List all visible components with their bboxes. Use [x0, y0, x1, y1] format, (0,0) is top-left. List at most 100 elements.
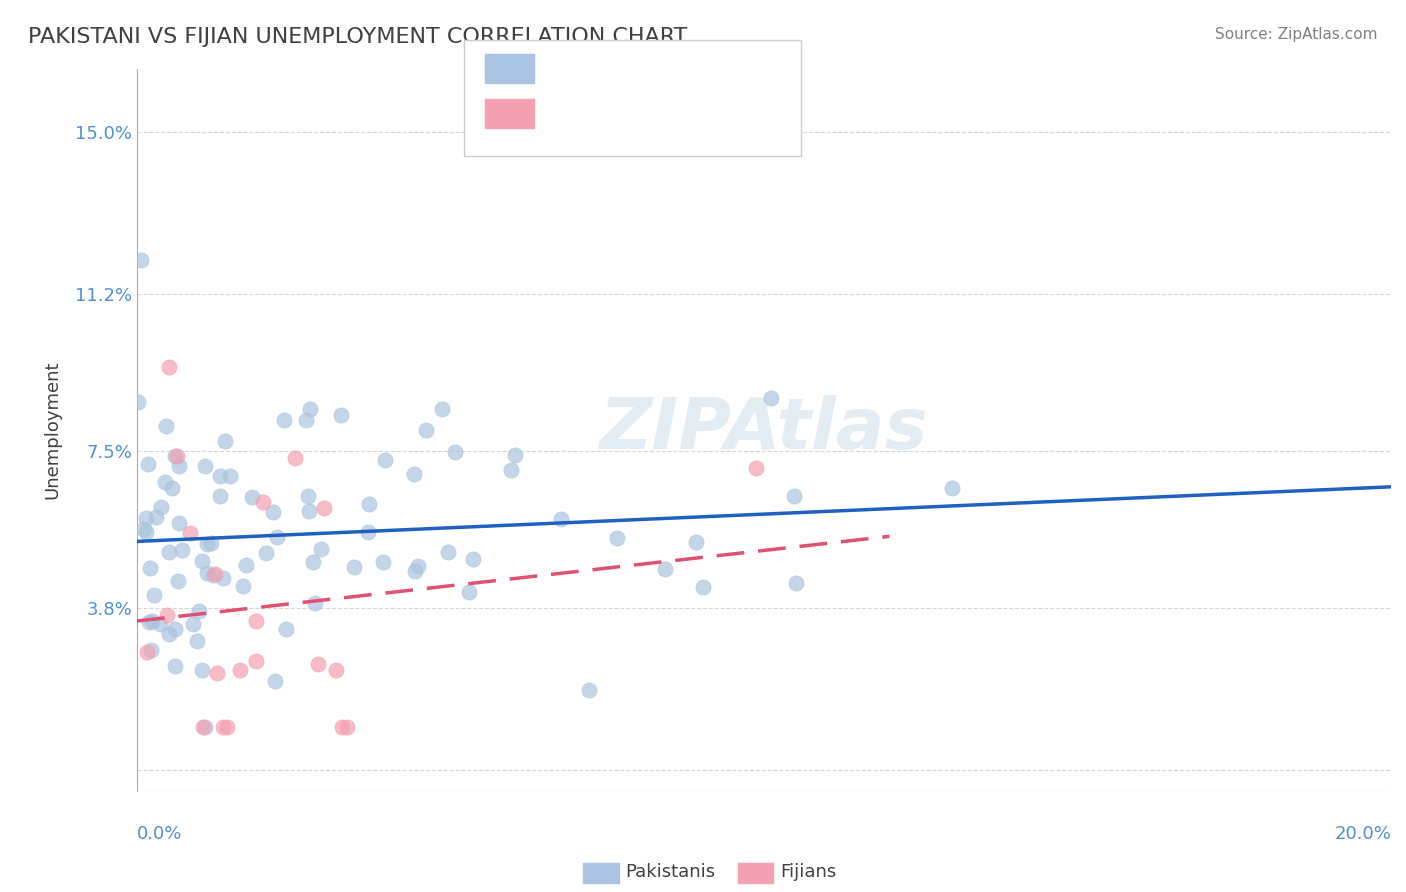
Pakistanis — [357, 524, 380, 539]
Pakistanis — [415, 423, 437, 437]
Fijians — [204, 567, 226, 582]
Pakistanis — [208, 469, 231, 483]
Pakistanis — [430, 402, 453, 417]
Text: R = 0.381   N = 21: R = 0.381 N = 21 — [548, 104, 734, 124]
Pakistanis — [505, 448, 527, 462]
Pakistanis — [167, 516, 190, 530]
Pakistanis — [262, 505, 284, 519]
Pakistanis — [190, 663, 212, 677]
Fijians — [166, 449, 188, 463]
Pakistanis — [685, 535, 707, 549]
Pakistanis — [157, 545, 180, 559]
Pakistanis — [266, 530, 288, 544]
Pakistanis — [141, 643, 163, 657]
Pakistanis — [157, 626, 180, 640]
Pakistanis — [298, 504, 321, 518]
Pakistanis — [274, 622, 297, 636]
Pakistanis — [136, 457, 159, 471]
Pakistanis — [186, 634, 208, 648]
Pakistanis — [155, 419, 177, 434]
Pakistanis — [404, 564, 426, 578]
Fijians — [252, 495, 274, 509]
Pakistanis — [195, 566, 218, 581]
Pakistanis — [141, 615, 163, 629]
Pakistanis — [692, 580, 714, 594]
Text: R = 0.139   N = 85: R = 0.139 N = 85 — [548, 60, 734, 79]
Pakistanis — [138, 561, 160, 575]
Pakistanis — [209, 489, 232, 503]
Pakistanis — [499, 463, 522, 477]
Y-axis label: Unemployment: Unemployment — [44, 360, 60, 499]
Pakistanis — [298, 402, 321, 417]
Fijians — [745, 461, 768, 475]
Pakistanis — [149, 616, 172, 631]
Pakistanis — [783, 489, 806, 503]
Pakistanis — [297, 489, 319, 503]
Pakistanis — [578, 682, 600, 697]
Pakistanis — [304, 596, 326, 610]
Pakistanis — [240, 490, 263, 504]
Pakistanis — [132, 522, 155, 536]
Pakistanis — [374, 453, 396, 467]
Pakistanis — [165, 450, 187, 464]
Text: PAKISTANI VS FIJIAN UNEMPLOYMENT CORRELATION CHART: PAKISTANI VS FIJIAN UNEMPLOYMENT CORRELA… — [28, 27, 688, 46]
Fijians — [212, 720, 235, 734]
Pakistanis — [129, 253, 152, 268]
Fijians — [135, 644, 157, 658]
Pakistanis — [211, 571, 233, 585]
Pakistanis — [357, 496, 380, 510]
Pakistanis — [167, 574, 190, 588]
Pakistanis — [195, 537, 218, 551]
Fijians — [284, 451, 307, 466]
Pakistanis — [343, 559, 366, 574]
Pakistanis — [145, 509, 167, 524]
Pakistanis — [606, 531, 628, 545]
Pakistanis — [330, 408, 353, 422]
Pakistanis — [160, 481, 183, 495]
Pakistanis — [254, 546, 277, 560]
Pakistanis — [264, 673, 287, 688]
Pakistanis — [444, 445, 467, 459]
Pakistanis — [232, 579, 254, 593]
Fijians — [205, 666, 228, 681]
Pakistanis — [404, 467, 426, 481]
Pakistanis — [759, 391, 782, 405]
Pakistanis — [461, 552, 484, 566]
Pakistanis — [302, 555, 325, 569]
Pakistanis — [188, 605, 211, 619]
Pakistanis — [170, 542, 193, 557]
Pakistanis — [191, 554, 214, 568]
Pakistanis — [273, 413, 295, 427]
Pakistanis — [127, 395, 149, 409]
Pakistanis — [200, 536, 222, 550]
Pakistanis — [150, 500, 173, 515]
Fijians — [157, 360, 180, 375]
Fijians — [336, 720, 359, 734]
Pakistanis — [436, 545, 458, 559]
Pakistanis — [163, 658, 186, 673]
Pakistanis — [406, 558, 429, 573]
Pakistanis — [165, 622, 187, 636]
Pakistanis — [654, 562, 676, 576]
Pakistanis — [295, 413, 318, 427]
Pakistanis — [218, 469, 240, 483]
Fijians — [307, 657, 329, 672]
Pakistanis — [194, 720, 217, 734]
Fijians — [330, 720, 353, 734]
Pakistanis — [235, 558, 257, 572]
Text: Pakistanis: Pakistanis — [626, 863, 716, 881]
Pakistanis — [941, 481, 963, 495]
Pakistanis — [135, 511, 157, 525]
Pakistanis — [201, 568, 224, 582]
Pakistanis — [309, 542, 332, 557]
Text: 0.0%: 0.0% — [136, 825, 183, 843]
Fijians — [217, 720, 239, 734]
Pakistanis — [214, 434, 236, 449]
Fijians — [191, 720, 214, 734]
Text: Fijians: Fijians — [780, 863, 837, 881]
Pakistanis — [371, 556, 394, 570]
Pakistanis — [550, 512, 572, 526]
Pakistanis — [155, 475, 177, 490]
Pakistanis — [194, 459, 217, 474]
Text: ZIPAtlas: ZIPAtlas — [600, 395, 928, 464]
